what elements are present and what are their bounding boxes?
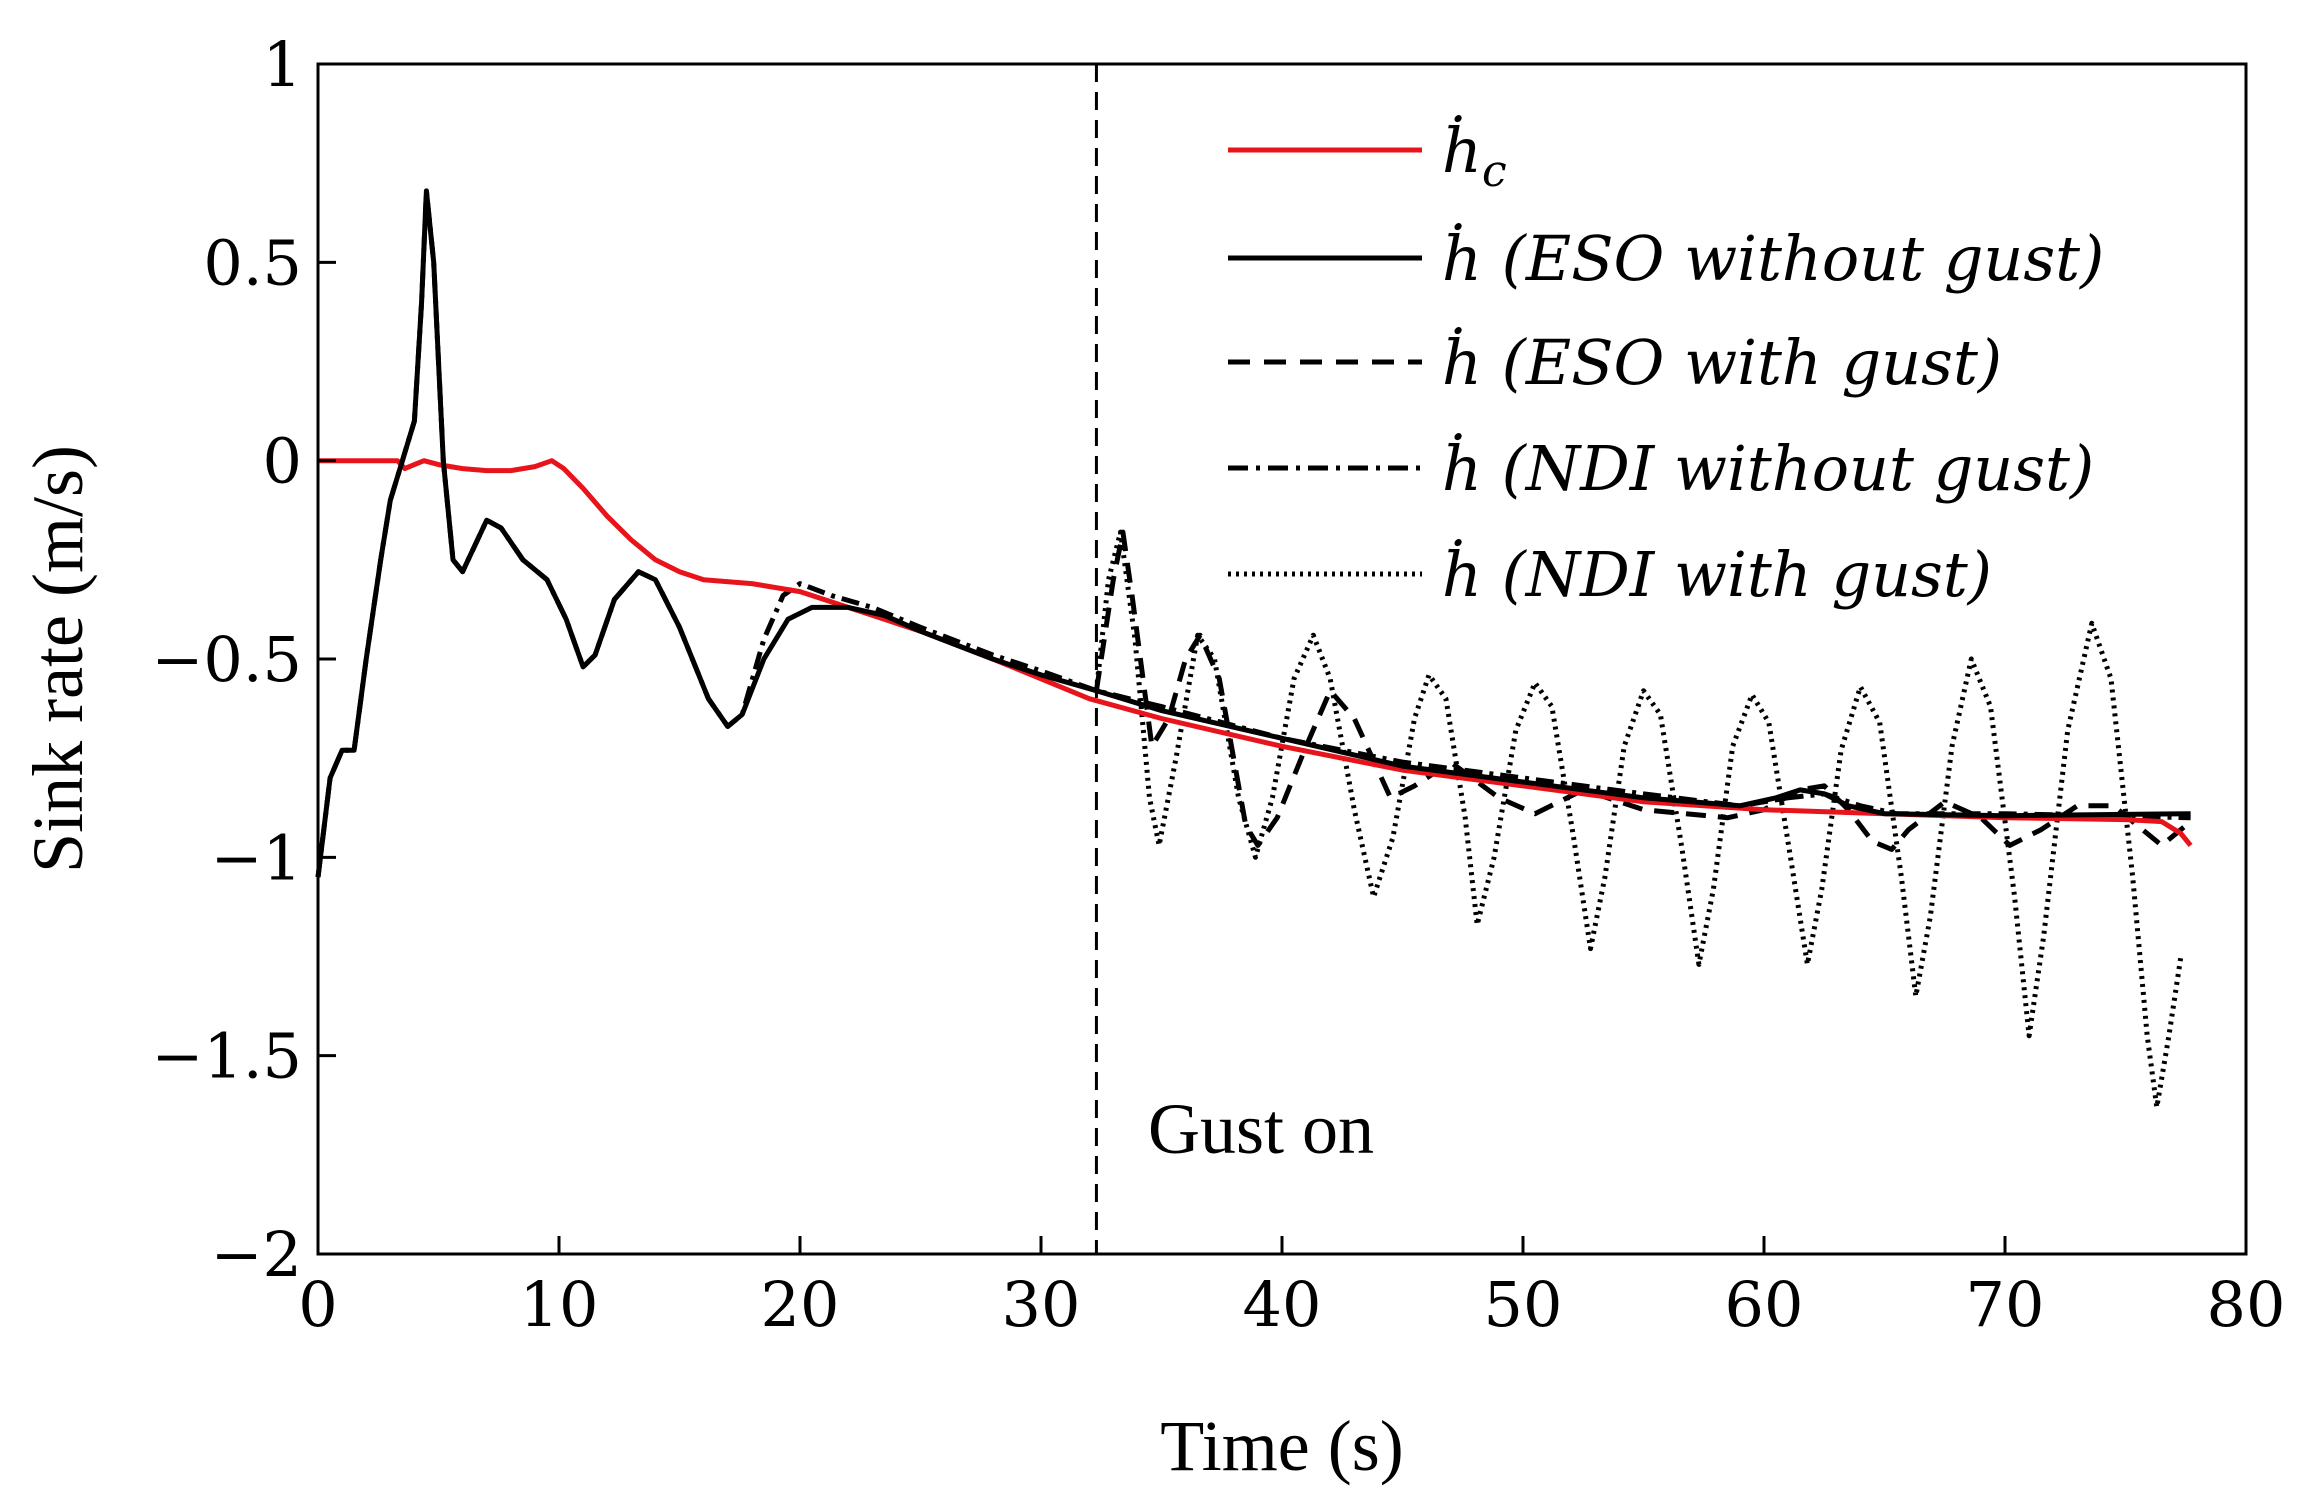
y-tick-label: −1.5 [151,1020,302,1093]
legend-label-hc-sub: c [1482,146,1507,197]
legend-label-ndi-without-gust: ḣ (NDI without gust) [1442,432,2094,505]
x-tick-label: 20 [761,1268,840,1341]
x-tick-label: 50 [1484,1268,1563,1341]
gust-annotation: Gust on [1148,1089,1374,1169]
x-tick-label: 60 [1725,1268,1804,1341]
y-axis-title: Sink rate (m/s) [18,445,98,873]
series-hc [318,458,2193,847]
legend-label-eso-without-gust: ḣ (ESO without gust) [1442,222,2104,295]
x-tick-label: 80 [2207,1268,2286,1341]
legend-label-hc: ḣc [1442,114,1507,197]
legend: ḣc ḣ (ESO without gust) ḣ (ESO with gust… [1228,114,2104,611]
series-layer [315,188,2193,1110]
x-tick-label: 10 [520,1268,599,1341]
x-tick-label: 70 [1966,1268,2045,1341]
y-tick-label: 1 [263,28,302,101]
series-eso-with-gust [1093,529,2193,852]
x-tick-label: 30 [1002,1268,1081,1341]
series-eso-without-gust [315,188,2191,878]
x-tick-label: 40 [1243,1268,1322,1341]
legend-label-eso-with-gust: ḣ (ESO with gust) [1442,326,2002,399]
y-tick-label: −1 [211,821,302,894]
x-axis-title: Time (s) [1160,1406,1403,1486]
y-tick-label: −2 [211,1218,302,1291]
y-tick-label: 0 [263,425,302,498]
y-tick-label: 0.5 [203,226,302,299]
y-tick-label: −0.5 [151,623,302,696]
ticks-layer: 0 10 20 30 40 50 60 70 80 1 0.5 0 −0.5 −1 −1.5 −2 [151,28,2285,1341]
legend-label-ndi-with-gust: ḣ (NDI with gust) [1442,538,1992,611]
plot-background [318,64,2246,1254]
x-tick-label: 0 [298,1268,337,1341]
